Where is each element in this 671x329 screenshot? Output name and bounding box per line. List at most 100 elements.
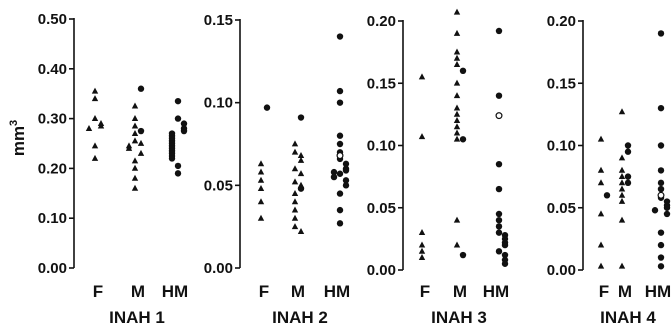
data-point-triangle (453, 54, 461, 61)
data-point-circle (495, 185, 503, 193)
data-point-triangle (453, 104, 461, 111)
data-point-circle (342, 160, 350, 168)
data-point-circle (459, 136, 467, 143)
data-point-circle (657, 142, 665, 149)
data-point-triangle (453, 135, 461, 142)
data-point-triangle (297, 170, 305, 177)
data-point-circle (336, 99, 344, 106)
data-point-triangle (131, 129, 139, 136)
data-point-triangle (257, 185, 265, 192)
data-point-circle (501, 251, 509, 259)
y-axis-label: mm3 (8, 120, 28, 156)
y-tick-label: 0.10 (204, 95, 233, 112)
data-point-triangle (91, 142, 99, 149)
data-point-triangle (418, 133, 426, 140)
y-tick-label: 0.15 (204, 12, 233, 29)
data-point-circle (624, 179, 632, 187)
data-point-triangle (131, 137, 139, 144)
data-point-triangle (597, 135, 605, 142)
data-point-triangle (618, 108, 626, 115)
data-point-triangle (453, 60, 461, 67)
panel-title: INAH 1 (109, 308, 165, 327)
data-point-circle (624, 148, 632, 155)
data-point-triangle (453, 79, 461, 86)
y-tick-label: 0.40 (38, 61, 67, 78)
data-point-triangle (618, 191, 626, 198)
data-point-triangle (453, 110, 461, 117)
data-point-triangle (597, 179, 605, 186)
data-point-circle (174, 115, 182, 122)
data-point-circle (603, 192, 611, 199)
data-point-circle (495, 217, 503, 224)
data-point-triangle (418, 247, 426, 254)
data-point-triangle (297, 151, 305, 158)
data-point-triangle (91, 154, 99, 161)
data-point-circle (657, 104, 665, 112)
data-point-triangle (618, 166, 626, 173)
data-point-circle (657, 30, 665, 37)
data-point-circle (495, 160, 503, 168)
data-point-triangle (291, 206, 299, 213)
data-point-circle (663, 204, 671, 211)
data-point-circle (663, 210, 671, 218)
data-point-circle (657, 167, 665, 174)
data-point-triangle (453, 216, 461, 223)
data-point-triangle (418, 229, 426, 236)
data-point-circle (657, 229, 665, 236)
data-point-triangle (453, 8, 461, 15)
data-point-triangle (131, 174, 139, 181)
data-point-circle (342, 167, 350, 174)
category-label-f: F (420, 282, 430, 301)
data-point-triangle (291, 178, 299, 185)
data-point-circle (657, 254, 665, 261)
panel-1: 0.00 0.10 0.20 0.30 0.40 0.50 F M HM INAH 1 (38, 11, 188, 327)
category-label-m: M (131, 282, 145, 301)
y-tick-label: 0.20 (547, 13, 576, 30)
data-point-triangle (257, 176, 265, 183)
data-point-triangle (257, 168, 265, 175)
category-label-hm: HM (324, 282, 350, 301)
y-tick-label: 0.05 (204, 177, 233, 194)
data-point-triangle (453, 241, 461, 248)
data-point-circle (336, 220, 344, 227)
data-point-triangle (291, 223, 299, 230)
data-point-triangle (597, 210, 605, 217)
panel-2: 0.00 0.05 0.10 0.15 F M HM INAH 2 (204, 12, 350, 327)
data-point-circle (459, 67, 467, 75)
data-point-circle (495, 27, 503, 35)
y-tick-label: 0.15 (547, 75, 576, 92)
y-tick-label: 0.00 (547, 262, 576, 279)
data-point-triangle (131, 157, 139, 164)
data-point-circle (495, 248, 503, 255)
y-tick-label: 0.30 (38, 111, 67, 128)
data-point-triangle (453, 92, 461, 99)
data-point-circle (459, 251, 467, 259)
y-tick-label: 0.05 (367, 200, 396, 217)
data-point-circle (495, 92, 503, 99)
data-point-triangle (453, 129, 461, 136)
panel-4: 0.00 0.05 0.10 0.15 0.20 F M HM INAH 4 (547, 13, 671, 327)
data-point-triangle (618, 262, 626, 269)
data-point-open-circle (495, 112, 503, 120)
data-point-circle (297, 185, 305, 192)
data-point-circle (174, 162, 182, 170)
data-point-triangle (291, 165, 299, 172)
data-point-triangle (618, 216, 626, 223)
data-point-circle (657, 185, 665, 193)
data-point-circle (336, 33, 344, 40)
data-point-circle (174, 170, 182, 177)
data-point-triangle (131, 115, 139, 121)
data-point-circle (336, 132, 344, 139)
data-point-circle (330, 173, 338, 181)
y-tick-label: 0.10 (367, 138, 396, 155)
data-point-triangle (91, 87, 99, 94)
y-tick-label: 0.10 (547, 138, 576, 155)
data-point-triangle (453, 117, 461, 123)
data-point-triangle (453, 48, 461, 55)
data-point-circle (495, 223, 503, 230)
data-point-circle (342, 182, 350, 189)
data-point-circle (495, 229, 503, 236)
data-point-triangle (131, 164, 139, 171)
data-point-triangle (291, 214, 299, 221)
data-point-triangle (131, 184, 139, 191)
